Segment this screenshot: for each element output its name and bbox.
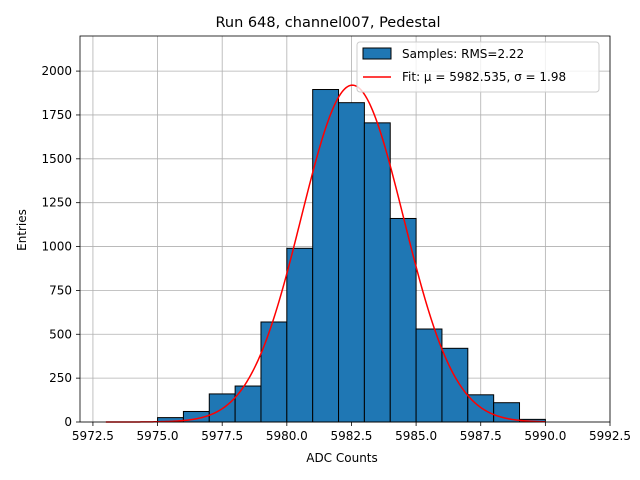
histogram-bar — [363, 122, 391, 423]
x-tick-label: 5972.5 — [72, 429, 114, 443]
x-axis: 5972.5 5975.0 5977.5 5980.0 5982.5 5985.0 5987… — [72, 422, 631, 443]
histogram-bar — [338, 102, 365, 423]
x-axis-label: ADC Counts — [306, 451, 378, 465]
legend-histogram-label: Samples: RMS=2.22 — [402, 47, 524, 61]
x-tick-label: 5980.0 — [266, 429, 308, 443]
x-tick-label: 5992.5 — [589, 429, 631, 443]
y-tick-label: 0 — [64, 415, 72, 429]
x-tick-label: 5985.0 — [395, 429, 437, 443]
y-tick-label: 1000 — [41, 240, 72, 254]
y-axis-label: Entries — [15, 209, 29, 251]
legend-histogram-swatch — [362, 47, 392, 60]
axes-frame — [79, 35, 611, 423]
x-tick-label: 5975.0 — [137, 429, 179, 443]
y-tick-label: 2000 — [41, 64, 72, 78]
y-axis: 0 250 500 750 1000 1250 1500 1750 2000 — [41, 64, 80, 429]
histogram-bar — [312, 89, 340, 423]
y-tick-label: 750 — [49, 283, 72, 297]
histogram-bar — [260, 321, 288, 423]
x-tick-label: 5977.5 — [201, 429, 243, 443]
histogram-bar — [286, 247, 314, 423]
plot-area — [79, 35, 611, 423]
y-tick-label: 1250 — [41, 196, 72, 210]
histogram-bars — [157, 89, 546, 423]
y-tick-label: 1750 — [41, 108, 72, 122]
legend-fit-label: Fit: μ = 5982.535, σ = 1.98 — [402, 70, 566, 84]
histogram-bar — [234, 385, 262, 423]
y-tick-label: 250 — [49, 371, 72, 385]
histogram-bar — [415, 328, 443, 423]
x-tick-label: 5990.0 — [524, 429, 566, 443]
chart-title: Run 648, channel007, Pedestal — [215, 15, 440, 31]
legend-box — [356, 41, 600, 93]
y-tick-label: 1500 — [41, 152, 72, 166]
histogram-bar — [389, 217, 417, 423]
legend: Samples: RMS=2.22 Fit: μ = 5982.535, σ =… — [356, 41, 600, 93]
fit-curve — [105, 84, 546, 423]
x-tick-label: 5987.5 — [460, 429, 502, 443]
x-tick-label: 5982.5 — [330, 429, 372, 443]
y-tick-label: 500 — [49, 327, 72, 341]
